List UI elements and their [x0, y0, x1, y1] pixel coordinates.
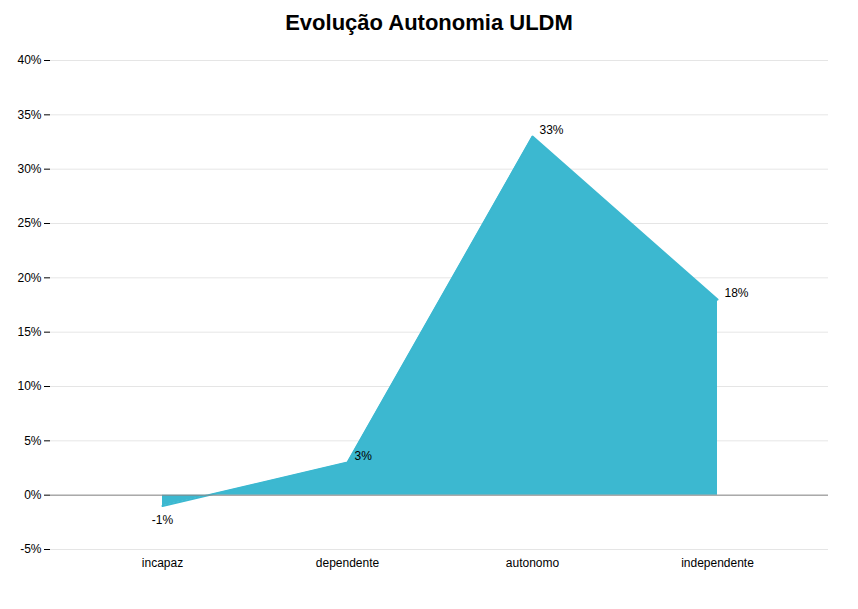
svg-text:20%: 20% [17, 271, 41, 285]
svg-text:independente: independente [681, 556, 754, 570]
svg-text:35%: 35% [17, 108, 41, 122]
svg-text:40%: 40% [17, 53, 41, 67]
html-text:Evolução Autonomia ULDM: Evolução Autonomia ULDM [285, 10, 573, 35]
svg-text:autonomo: autonomo [506, 556, 560, 570]
svg-text:dependente: dependente [316, 556, 380, 570]
svg-text:incapaz: incapaz [142, 556, 183, 570]
svg-text:18%: 18% [725, 286, 749, 300]
svg-text:10%: 10% [17, 379, 41, 393]
svg-text:30%: 30% [17, 162, 41, 176]
svg-text:-1%: -1% [152, 513, 174, 527]
svg-text:0%: 0% [24, 488, 42, 502]
svg-text:33%: 33% [540, 123, 564, 137]
svg-text:-5%: -5% [20, 542, 42, 556]
svg-text:15%: 15% [17, 325, 41, 339]
svg-text:25%: 25% [17, 216, 41, 230]
svg-text:3%: 3% [355, 449, 373, 463]
svg-text:5%: 5% [24, 434, 42, 448]
